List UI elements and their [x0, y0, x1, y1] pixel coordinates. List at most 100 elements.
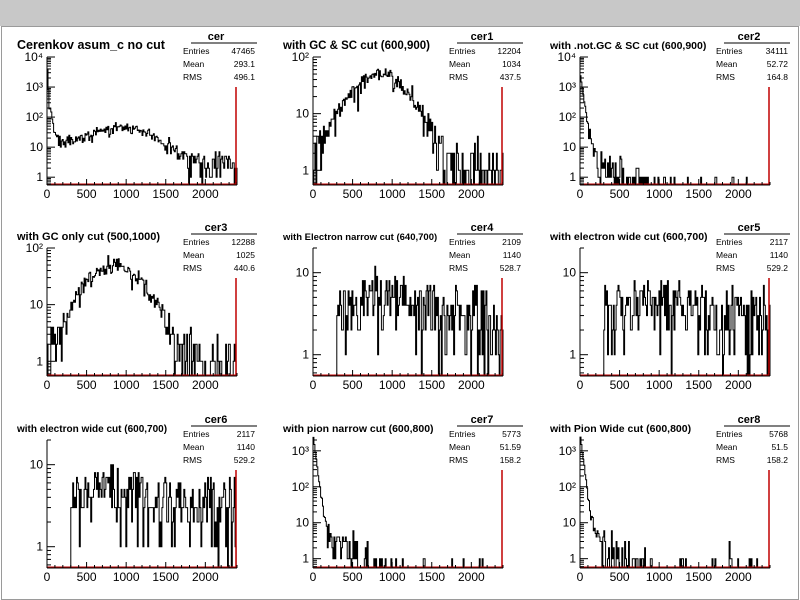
y-tick-label: 1 [302, 163, 309, 177]
stats-label: Mean [183, 250, 205, 260]
y-tick-label: 10³ [559, 444, 576, 458]
stats-value: 1140 [237, 442, 256, 452]
histogram-pad-cer6: 0 500 1000 1500 2000 1 10 with electron wide cu… [16, 414, 259, 584]
stats-label: Entries [449, 46, 475, 56]
x-tick-label: 0 [44, 378, 51, 392]
stats-label: Mean [449, 250, 471, 260]
stats-value: 529.2 [767, 263, 789, 273]
stats-box [451, 41, 525, 87]
x-tick-label: 1000 [113, 187, 140, 201]
x-tick-label: 2000 [192, 570, 219, 584]
x-tick-label: 1000 [379, 570, 406, 584]
stats-value: 528.7 [500, 263, 522, 273]
stats-label: RMS [183, 72, 202, 82]
stats-label: Entries [716, 429, 742, 439]
stats-value: 440.6 [234, 263, 256, 273]
histogram-title: with GC & SC cut (600,900) [282, 40, 430, 52]
stats-label: RMS [449, 455, 468, 465]
stats-value: 51.59 [500, 442, 522, 452]
histogram-title: with Pion Wide cut (600,800) [549, 423, 691, 435]
y-tick-label: 10³ [559, 80, 576, 94]
y-tick-label: 10² [559, 110, 576, 124]
stats-value: 1140 [503, 250, 522, 260]
histogram-pad-cer8: 0 500 1000 1500 2000 1 10 10² 10³ with Pion Wide … [549, 414, 792, 584]
stats-box [185, 41, 259, 87]
y-tick-label: 10 [296, 266, 310, 280]
y-tick-label: 1 [569, 348, 576, 362]
x-tick-label: 2000 [458, 378, 485, 392]
stats-box [718, 41, 792, 87]
stats-value: 51.5 [771, 442, 788, 452]
stats-box [185, 424, 259, 470]
stats-value: 496.1 [234, 72, 256, 82]
stats-value: 47465 [231, 46, 255, 56]
stats-hist-name: cer7 [471, 414, 494, 426]
x-tick-label: 1500 [685, 187, 712, 201]
stats-label: RMS [183, 263, 202, 273]
x-tick-label: 500 [77, 378, 97, 392]
stats-label: Mean [183, 442, 205, 452]
stats-value: 158.2 [500, 455, 522, 465]
y-tick-label: 10⁴ [557, 50, 576, 64]
stats-label: Entries [183, 429, 209, 439]
stats-box [718, 232, 792, 278]
histogram-bars [46, 255, 237, 377]
stats-hist-name: cer5 [738, 222, 761, 234]
stats-label: Entries [716, 46, 742, 56]
x-tick-label: 500 [610, 187, 630, 201]
stats-hist-name: cer4 [471, 222, 495, 234]
y-tick-label: 10³ [292, 444, 309, 458]
stats-hist-name: cer2 [738, 31, 761, 43]
stats-hist-name: cer8 [738, 414, 761, 426]
stats-label: Mean [716, 250, 738, 260]
x-tick-label: 1000 [113, 570, 140, 584]
x-tick-label: 500 [610, 570, 630, 584]
stats-label: RMS [716, 455, 735, 465]
x-tick-label: 500 [343, 378, 363, 392]
stats-value: 1034 [502, 59, 521, 69]
y-tick-label: 1 [302, 552, 309, 566]
histogram-bars [46, 69, 238, 186]
stats-value: 1025 [236, 250, 255, 260]
histogram-title: with pion narrow cut (600,800) [282, 423, 434, 435]
stats-label: Mean [716, 59, 738, 69]
stats-value: 1140 [770, 250, 789, 260]
x-tick-label: 1000 [379, 378, 406, 392]
x-tick-label: 2000 [192, 378, 219, 392]
stats-label: RMS [183, 455, 202, 465]
stats-box [185, 232, 259, 278]
stats-label: Entries [449, 237, 475, 247]
x-tick-label: 0 [577, 378, 584, 392]
histogram-pad-cer7: 0 500 1000 1500 2000 1 10 10² 10³ with pion narro… [282, 414, 525, 584]
y-tick-label: 1 [36, 354, 43, 368]
stats-value: 164.8 [767, 72, 789, 82]
stats-value: 2117 [770, 237, 789, 247]
stats-label: Entries [183, 237, 209, 247]
histogram-title: with electron wide cut (600,700) [16, 424, 167, 435]
stats-value: 12204 [497, 46, 521, 56]
stats-value: 5768 [769, 429, 788, 439]
stats-hist-name: cer [208, 31, 225, 43]
y-tick-label: 10² [26, 241, 43, 255]
y-tick-label: 10 [30, 140, 44, 154]
x-tick-label: 500 [343, 187, 363, 201]
histogram-title: with electron wide cut (600,700) [549, 231, 708, 243]
y-tick-label: 10² [292, 50, 309, 64]
stats-hist-name: cer6 [205, 414, 228, 426]
x-tick-label: 1500 [685, 570, 712, 584]
histogram-title: with .not.GC & SC cut (600,900) [549, 40, 706, 52]
y-tick-label: 10 [296, 107, 310, 121]
y-tick-label: 10 [563, 140, 577, 154]
y-tick-label: 10 [563, 516, 577, 530]
x-tick-label: 500 [343, 570, 363, 584]
x-tick-label: 0 [44, 570, 51, 584]
x-tick-label: 1500 [418, 378, 445, 392]
y-tick-label: 10² [292, 480, 309, 494]
stats-value: 2117 [237, 429, 256, 439]
x-tick-label: 1500 [152, 187, 179, 201]
window-title-bar [0, 0, 800, 26]
stats-box [451, 424, 525, 470]
